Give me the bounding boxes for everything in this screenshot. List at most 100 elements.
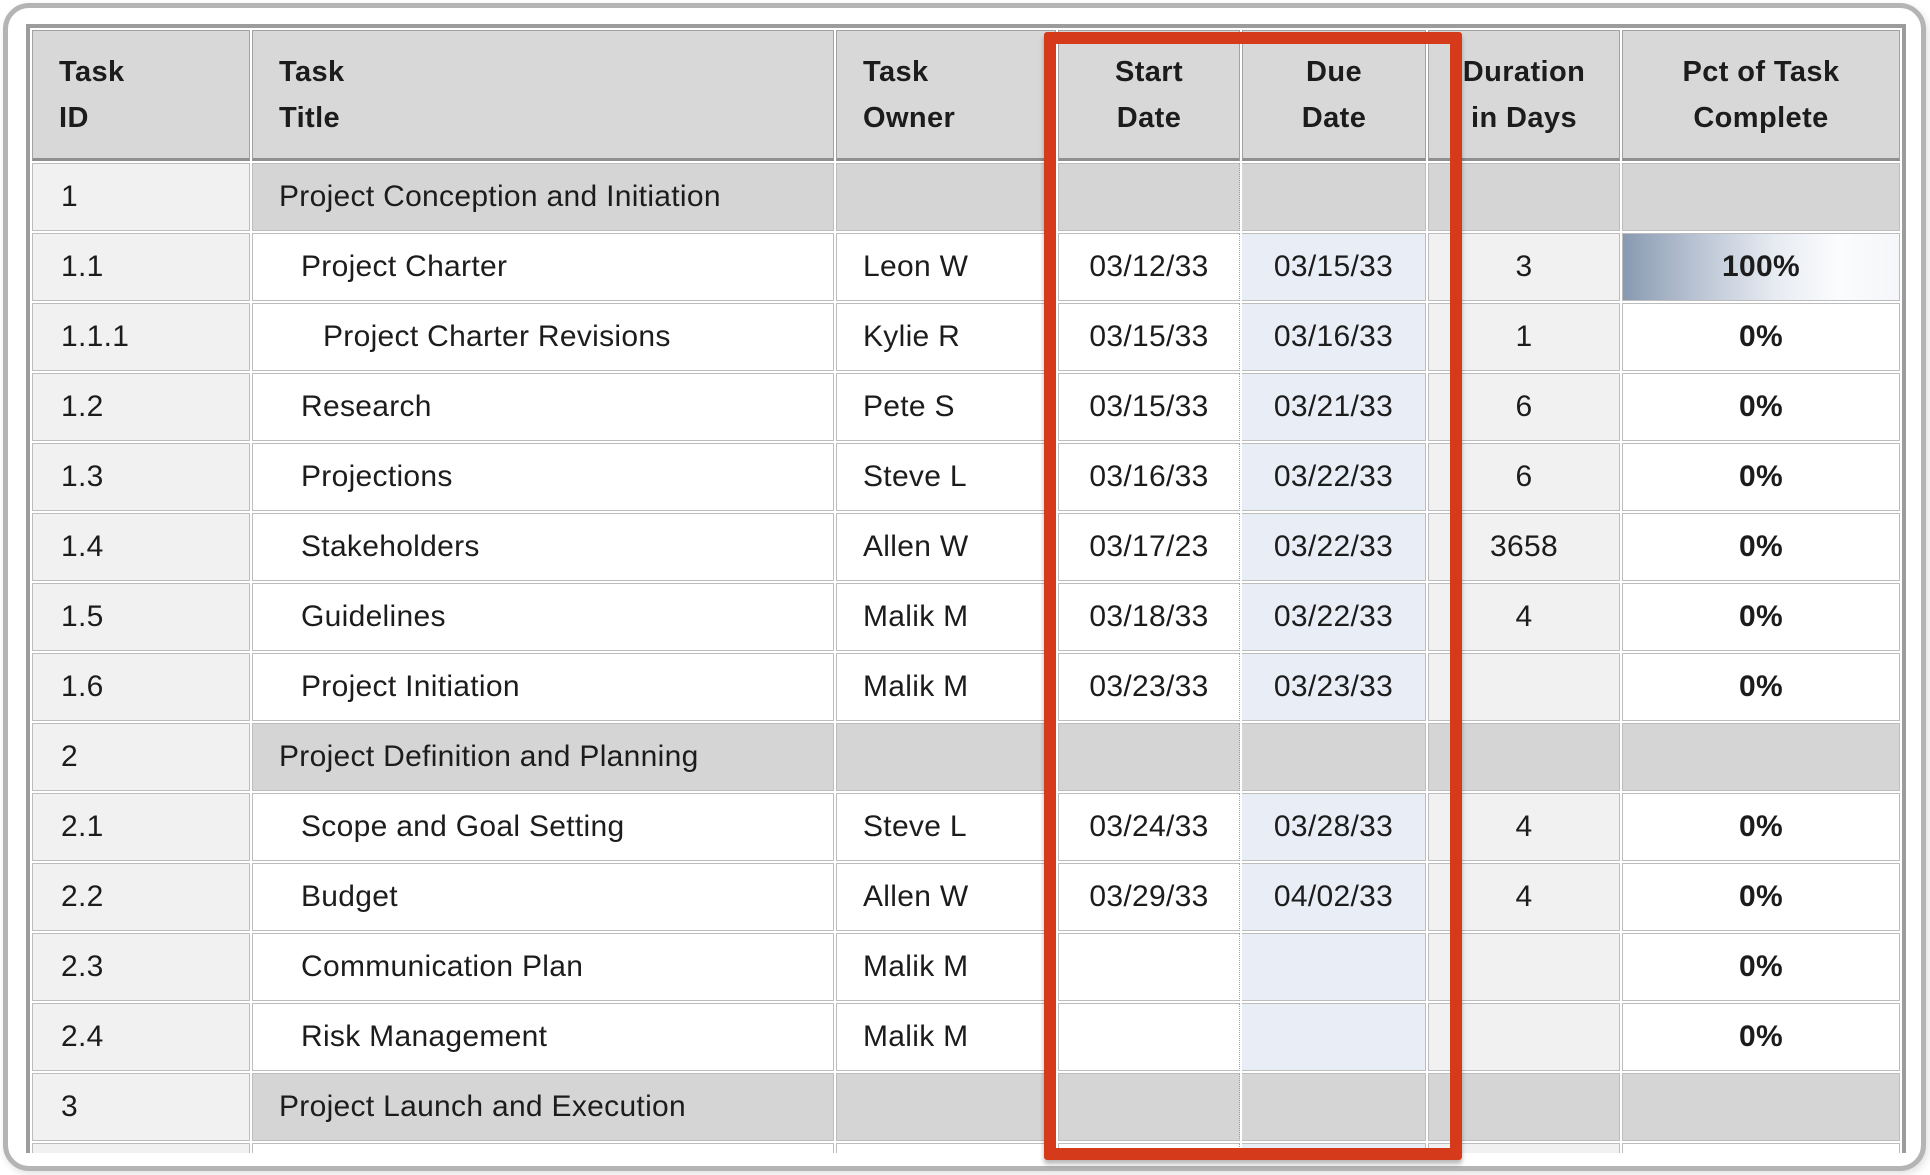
- cell-due[interactable]: 03/15/33: [1242, 233, 1426, 301]
- cell-title[interactable]: Risk Management: [252, 1003, 834, 1071]
- cell-start[interactable]: [1058, 163, 1240, 231]
- cell-start[interactable]: 03/23/33: [1058, 653, 1240, 721]
- cell-due[interactable]: 03/28/33: [1242, 793, 1426, 861]
- cell-owner[interactable]: [836, 163, 1056, 231]
- cell-duration[interactable]: 3: [1428, 233, 1620, 301]
- cell-id[interactable]: 2.4: [32, 1003, 250, 1071]
- cell-title[interactable]: Guidelines: [252, 583, 834, 651]
- cell-start[interactable]: 03/24/33: [1058, 793, 1240, 861]
- cell-owner[interactable]: Pete S: [836, 373, 1056, 441]
- cell-title[interactable]: Project Definition and Planning: [252, 723, 834, 791]
- cell-due[interactable]: 04/02/33: [1242, 863, 1426, 931]
- cell-due[interactable]: [1242, 933, 1426, 1001]
- cell-pct[interactable]: 0%: [1622, 373, 1900, 441]
- cell-duration[interactable]: 6: [1428, 373, 1620, 441]
- cell-due[interactable]: 03/22/33: [1242, 513, 1426, 581]
- cell-owner[interactable]: Steve L: [836, 443, 1056, 511]
- cell-due[interactable]: [1242, 1073, 1426, 1141]
- cell-pct[interactable]: 0%: [1622, 793, 1900, 861]
- cell-owner[interactable]: Kylie R: [836, 303, 1056, 371]
- cell-owner[interactable]: Allen W: [836, 863, 1056, 931]
- cell-start[interactable]: 03/15/33: [1058, 303, 1240, 371]
- cell-start[interactable]: [1058, 1143, 1240, 1153]
- cell-start[interactable]: 03/12/33: [1058, 233, 1240, 301]
- cell-id[interactable]: 1.6: [32, 653, 250, 721]
- cell-id[interactable]: 1: [32, 163, 250, 231]
- column-header-task-title[interactable]: Task Title: [252, 30, 834, 161]
- cell-start[interactable]: 03/15/33: [1058, 373, 1240, 441]
- column-header-task-id[interactable]: Task ID: [32, 30, 250, 161]
- cell-id[interactable]: 2.3: [32, 933, 250, 1001]
- cell-pct[interactable]: 0%: [1622, 513, 1900, 581]
- cell-id[interactable]: 3: [32, 1073, 250, 1141]
- cell-due[interactable]: [1242, 163, 1426, 231]
- cell-owner[interactable]: Malik M: [836, 653, 1056, 721]
- cell-duration[interactable]: 4: [1428, 863, 1620, 931]
- cell-pct[interactable]: [1622, 1073, 1900, 1141]
- cell-pct[interactable]: 0%: [1622, 303, 1900, 371]
- cell-title[interactable]: Projections: [252, 443, 834, 511]
- cell-pct[interactable]: 0%: [1622, 653, 1900, 721]
- cell-owner[interactable]: Malik M: [836, 933, 1056, 1001]
- cell-start[interactable]: [1058, 723, 1240, 791]
- cell-start[interactable]: 03/16/33: [1058, 443, 1240, 511]
- cell-start[interactable]: [1058, 933, 1240, 1001]
- cell-duration[interactable]: [1428, 653, 1620, 721]
- cell-pct[interactable]: 100%: [1622, 233, 1900, 301]
- column-header-due-date[interactable]: Due Date: [1242, 30, 1426, 161]
- cell-id[interactable]: 1.4: [32, 513, 250, 581]
- cell-title[interactable]: Communication Plan: [252, 933, 834, 1001]
- cell-duration[interactable]: [1428, 1073, 1620, 1141]
- cell-pct[interactable]: 0%: [1622, 583, 1900, 651]
- cell-owner[interactable]: Steve L: [836, 793, 1056, 861]
- cell-duration[interactable]: [1428, 723, 1620, 791]
- cell-duration[interactable]: 3658: [1428, 513, 1620, 581]
- cell-id[interactable]: 2: [32, 723, 250, 791]
- cell-id[interactable]: 2.2: [32, 863, 250, 931]
- cell-title[interactable]: Research: [252, 373, 834, 441]
- cell-owner[interactable]: [836, 1143, 1056, 1153]
- cell-due[interactable]: 03/22/33: [1242, 443, 1426, 511]
- cell-duration[interactable]: [1428, 1003, 1620, 1071]
- cell-id[interactable]: [32, 1143, 250, 1153]
- cell-duration[interactable]: 4: [1428, 583, 1620, 651]
- cell-title[interactable]: Project Charter: [252, 233, 834, 301]
- cell-pct[interactable]: [1622, 1143, 1900, 1153]
- cell-due[interactable]: 03/23/33: [1242, 653, 1426, 721]
- cell-pct[interactable]: 0%: [1622, 863, 1900, 931]
- cell-owner[interactable]: Malik M: [836, 583, 1056, 651]
- cell-pct[interactable]: 0%: [1622, 933, 1900, 1001]
- cell-duration[interactable]: 6: [1428, 443, 1620, 511]
- cell-duration[interactable]: 1: [1428, 303, 1620, 371]
- cell-id[interactable]: 1.5: [32, 583, 250, 651]
- cell-title[interactable]: Project Launch and Execution: [252, 1073, 834, 1141]
- cell-id[interactable]: 2.1: [32, 793, 250, 861]
- cell-owner[interactable]: Allen W: [836, 513, 1056, 581]
- cell-title[interactable]: [252, 1143, 834, 1153]
- cell-due[interactable]: [1242, 1143, 1426, 1153]
- cell-id[interactable]: 1.1: [32, 233, 250, 301]
- cell-due[interactable]: [1242, 723, 1426, 791]
- cell-title[interactable]: Scope and Goal Setting: [252, 793, 834, 861]
- cell-pct[interactable]: [1622, 723, 1900, 791]
- cell-title[interactable]: Project Charter Revisions: [252, 303, 834, 371]
- cell-duration[interactable]: [1428, 163, 1620, 231]
- cell-id[interactable]: 1.1.1: [32, 303, 250, 371]
- cell-due[interactable]: 03/22/33: [1242, 583, 1426, 651]
- column-header-task-owner[interactable]: Task Owner: [836, 30, 1056, 161]
- cell-start[interactable]: 03/18/33: [1058, 583, 1240, 651]
- cell-duration[interactable]: [1428, 933, 1620, 1001]
- cell-id[interactable]: 1.2: [32, 373, 250, 441]
- cell-start[interactable]: 03/29/33: [1058, 863, 1240, 931]
- cell-id[interactable]: 1.3: [32, 443, 250, 511]
- cell-pct[interactable]: 0%: [1622, 1003, 1900, 1071]
- cell-title[interactable]: Project Initiation: [252, 653, 834, 721]
- cell-title[interactable]: Budget: [252, 863, 834, 931]
- cell-duration[interactable]: [1428, 1143, 1620, 1153]
- cell-title[interactable]: Project Conception and Initiation: [252, 163, 834, 231]
- column-header-pct-complete[interactable]: Pct of Task Complete: [1622, 30, 1900, 161]
- cell-start[interactable]: [1058, 1073, 1240, 1141]
- cell-due[interactable]: 03/21/33: [1242, 373, 1426, 441]
- cell-owner[interactable]: Malik M: [836, 1003, 1056, 1071]
- cell-due[interactable]: 03/16/33: [1242, 303, 1426, 371]
